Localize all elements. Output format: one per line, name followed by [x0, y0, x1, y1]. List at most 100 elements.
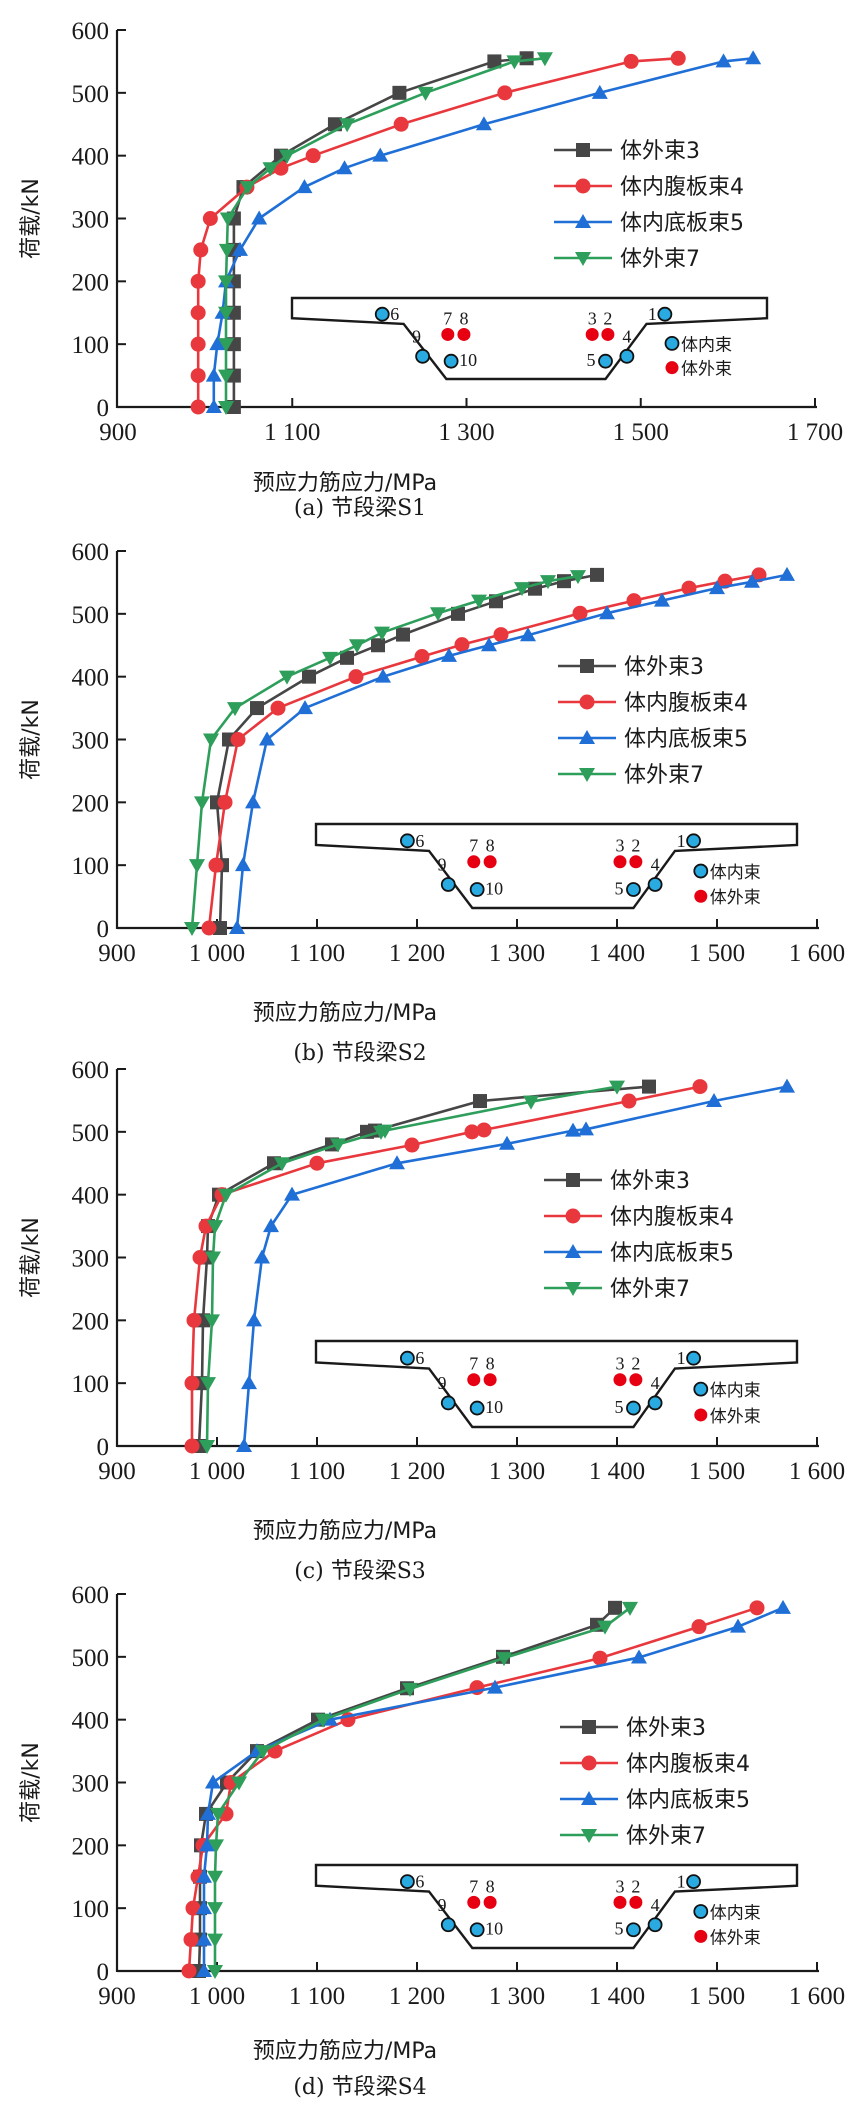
outer-tendon-3 [613, 1895, 627, 1909]
tendon-number: 6 [415, 1872, 424, 1892]
data-point [194, 796, 210, 811]
y-tick-label: 100 [72, 332, 110, 359]
data-point [681, 580, 697, 596]
inner-tendon-1 [686, 833, 701, 849]
data-point [196, 1900, 212, 1915]
legend-label: 体内底板束5 [624, 727, 748, 752]
data-point [190, 273, 206, 289]
data-point [297, 700, 313, 715]
y-tick-label: 400 [72, 1708, 110, 1735]
data-point [209, 336, 226, 351]
legend-outer-tendon-label: 体外束 [710, 1407, 761, 1427]
data-point [255, 1745, 271, 1760]
inner-tendon-10 [469, 1400, 485, 1416]
data-point [274, 1157, 290, 1172]
data-point [208, 1839, 224, 1854]
data-point [371, 638, 385, 653]
legend-inner-tendon-swatch [693, 1381, 709, 1397]
legend: 体外束3 体内腹板束4 体内底板束5 体外束7 [554, 139, 744, 272]
legend: 体外束3 体内腹板束4 体内底板束5 体外束7 [560, 1716, 750, 1849]
data-point [230, 732, 246, 747]
data-point [218, 401, 235, 415]
data-point [487, 1679, 503, 1694]
x-tick-label: 1 300 [489, 1983, 545, 2010]
inner-tendon-5 [626, 1922, 641, 1938]
y-tick-label: 500 [72, 602, 110, 629]
data-point [205, 1774, 221, 1789]
legend-label: 体内腹板束4 [626, 1752, 750, 1777]
data-point [348, 669, 364, 685]
data-point [193, 242, 209, 258]
legend-inner-tendon-swatch [693, 863, 709, 879]
y-axis-title: 荷载/kN [19, 699, 44, 780]
tendon-number: 3 [615, 836, 624, 856]
legend: 体外束3 体内腹板束4 体内底板束5 体外束7 [558, 655, 748, 788]
inner-tendon-4 [619, 348, 635, 364]
tendon-number: 6 [390, 304, 399, 324]
legend-marker [565, 1208, 581, 1224]
data-point [203, 733, 219, 748]
inner-tendon-10 [469, 882, 485, 897]
data-point [779, 566, 795, 581]
legend-outer-tendon-swatch [665, 361, 679, 375]
series-ext7 [207, 1601, 638, 1979]
y-tick-label: 400 [72, 144, 110, 171]
data-point [499, 1135, 515, 1150]
y-tick-label: 500 [72, 1645, 110, 1672]
tendon-number: 2 [631, 1353, 640, 1373]
chart-c: 0 100 200 300 400 500 600 900 1 000 1 100 1 200 1 3… [19, 1057, 845, 1584]
series-line [205, 1085, 618, 1447]
inner-tendon-1 [686, 1874, 701, 1889]
data-point [496, 1652, 512, 1667]
legend-label: 体内底板束5 [620, 211, 744, 236]
y-tick-label: 200 [72, 790, 110, 817]
inner-tendon-5 [626, 1400, 641, 1416]
y-axis-title: 荷载/kN [19, 1742, 44, 1823]
legend-marker [582, 1720, 596, 1734]
data-point [236, 1438, 252, 1452]
outer-tendon-8 [483, 1373, 497, 1387]
legend-label: 体内底板束5 [610, 1241, 734, 1266]
series-ext7 [184, 570, 586, 936]
legend-label: 体内腹板束4 [620, 175, 744, 200]
legend-inner-tendon-label: 体内束 [710, 1381, 761, 1401]
data-point [251, 210, 268, 225]
series-web4 [184, 1079, 708, 1454]
data-point [572, 605, 588, 621]
data-point [190, 368, 206, 384]
data-point [218, 338, 235, 353]
data-point [414, 649, 430, 665]
data-point [377, 1124, 393, 1139]
data-point [219, 212, 236, 227]
x-tick-label: 900 [98, 1458, 136, 1485]
outer-tendon-8 [457, 327, 471, 341]
chart-caption: (a) 节段梁S1 [294, 496, 426, 521]
x-tick-label: 1 100 [264, 419, 320, 446]
x-tick-label: 1 500 [689, 940, 745, 967]
tendon-number: 8 [459, 309, 468, 329]
box-girder-outline [290, 296, 769, 381]
data-point [305, 148, 321, 164]
series-line [235, 573, 788, 929]
data-point [464, 1124, 480, 1140]
x-tick-label: 1 300 [489, 1458, 545, 1485]
tendon-number: 1 [677, 1872, 686, 1892]
data-point [185, 1900, 201, 1916]
y-tick-label: 400 [72, 665, 110, 692]
x-tick-label: 1 400 [589, 940, 645, 967]
series-bottom5 [205, 50, 762, 413]
x-tick-label: 1 400 [589, 1458, 645, 1485]
x-axis-title: 预应力筋应力/MPa [253, 2039, 437, 2064]
data-point [590, 567, 604, 582]
data-point [578, 1121, 594, 1136]
series-line [197, 1606, 616, 1972]
data-point [523, 1095, 539, 1110]
x-tick-label: 1 000 [189, 1983, 245, 2010]
data-point [404, 1137, 420, 1153]
data-point [497, 85, 513, 101]
data-point [375, 668, 391, 683]
data-point [622, 1601, 638, 1616]
data-point [189, 859, 205, 874]
data-point [744, 573, 760, 588]
data-point [393, 116, 409, 132]
